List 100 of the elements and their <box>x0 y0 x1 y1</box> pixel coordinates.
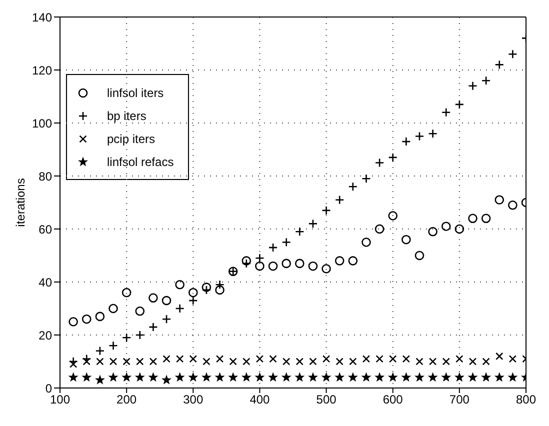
legend-label: linfsol iters <box>107 86 164 100</box>
point <box>456 355 464 363</box>
point <box>322 206 331 216</box>
point <box>468 358 477 366</box>
point <box>188 372 198 382</box>
point <box>335 372 344 382</box>
point <box>216 355 224 363</box>
point <box>482 372 491 382</box>
point <box>135 330 145 340</box>
point <box>309 358 317 366</box>
point <box>122 333 132 342</box>
point <box>374 224 384 234</box>
point <box>215 372 224 382</box>
point <box>282 358 290 366</box>
point <box>268 372 278 382</box>
point <box>108 372 118 382</box>
point <box>68 372 78 382</box>
point <box>149 358 158 366</box>
point <box>269 355 277 363</box>
point <box>388 211 398 220</box>
point <box>362 355 370 363</box>
point <box>148 372 158 382</box>
point <box>282 372 291 382</box>
point <box>388 152 398 162</box>
point <box>428 372 438 382</box>
point <box>308 372 318 382</box>
point <box>162 355 170 363</box>
point <box>108 304 118 314</box>
x-tick-label: 400 <box>250 392 270 407</box>
point <box>162 296 172 306</box>
point <box>454 372 464 382</box>
point <box>388 372 398 382</box>
point <box>122 288 132 298</box>
point <box>414 132 424 141</box>
y-tick-label: 140 <box>32 10 52 24</box>
y-tick-label: 0 <box>45 381 52 396</box>
point <box>282 258 291 268</box>
y-tick-label: 80 <box>38 169 52 184</box>
x-tick-label: 300 <box>183 392 204 407</box>
point <box>215 285 224 295</box>
point <box>242 358 250 366</box>
x-tick-label: 500 <box>316 392 337 407</box>
point <box>135 372 144 382</box>
point <box>375 372 384 382</box>
point <box>362 238 371 247</box>
x-tick-label: 200 <box>116 392 137 407</box>
point <box>135 306 145 316</box>
point <box>109 358 118 366</box>
point <box>148 322 158 332</box>
point <box>482 358 490 366</box>
point <box>481 76 491 86</box>
legend-label: bp iters <box>107 108 146 122</box>
point <box>202 372 211 382</box>
point <box>268 261 278 271</box>
point <box>95 312 105 322</box>
point <box>428 227 438 236</box>
point <box>402 136 411 146</box>
point <box>148 293 158 303</box>
point <box>322 372 331 382</box>
x-tick-label: 100 <box>50 392 70 407</box>
x-tick-label: 600 <box>382 392 404 407</box>
point <box>494 195 504 204</box>
point <box>96 358 104 366</box>
point <box>176 355 184 363</box>
point <box>82 372 92 382</box>
legend-label: pcip iters <box>107 132 156 146</box>
point <box>256 355 264 363</box>
point <box>175 304 184 314</box>
point <box>494 60 504 70</box>
point <box>229 358 237 366</box>
point <box>308 219 318 228</box>
point <box>95 346 105 356</box>
legend-label: linfsol refacs <box>107 154 174 168</box>
point <box>442 372 451 382</box>
point <box>228 372 238 382</box>
point <box>202 358 210 366</box>
point <box>348 256 358 266</box>
y-tick-label: 100 <box>32 116 52 130</box>
point <box>468 214 478 224</box>
y-tick-label: 120 <box>32 63 52 78</box>
point <box>494 372 504 382</box>
point <box>334 256 344 266</box>
point <box>348 372 358 382</box>
y-axis-title: iterations <box>13 178 28 227</box>
point <box>414 250 424 260</box>
point <box>334 195 344 204</box>
point <box>122 372 132 382</box>
point <box>442 358 450 366</box>
point <box>82 358 90 366</box>
point <box>481 214 491 224</box>
point <box>508 200 518 210</box>
point <box>389 355 397 363</box>
point <box>402 234 411 244</box>
point <box>508 372 518 382</box>
y-tick-label: 60 <box>38 222 52 236</box>
point <box>508 355 517 363</box>
point <box>255 372 264 382</box>
point <box>336 358 344 366</box>
point <box>362 372 371 382</box>
point <box>308 261 318 271</box>
